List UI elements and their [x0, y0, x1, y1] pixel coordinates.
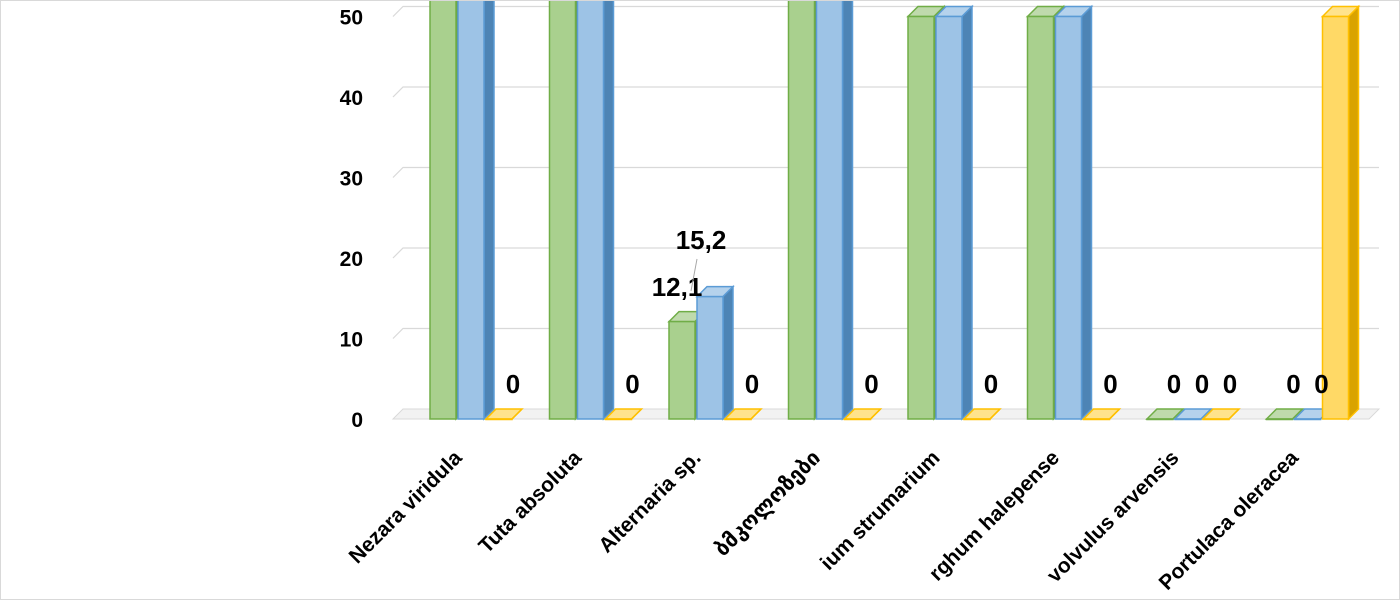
bar-1-1	[576, 0, 615, 421]
category-label: Nezara viridula	[345, 446, 467, 568]
gridline	[392, 166, 1379, 178]
bar-4-2	[962, 408, 1002, 421]
bar-6-1	[1173, 408, 1213, 421]
category-label: Alternaria sp.	[594, 446, 705, 557]
bar-0-2	[484, 408, 524, 421]
data-labels: 0 012,115,20 0 0 0 0 0 0 0 0	[506, 225, 1329, 399]
bar-7-0	[1264, 408, 1305, 421]
category-label: ium strumarium	[816, 446, 944, 574]
data-label: 0	[506, 369, 520, 399]
data-label: 0	[1195, 369, 1209, 399]
gridlines	[391, 5, 1381, 420]
data-label: 0	[1103, 369, 1117, 399]
y-tick-label: 40	[340, 87, 363, 110]
bar-3-2	[842, 408, 883, 421]
bar-5-1	[1053, 4, 1094, 421]
bar-4-1	[934, 4, 974, 421]
bar-7-2	[1320, 4, 1361, 421]
bar-2-2	[723, 408, 763, 421]
gridline	[392, 327, 1379, 339]
y-tick-label: 30	[340, 168, 363, 191]
data-label: 12,1	[652, 272, 703, 302]
leader-line	[690, 258, 698, 292]
bar-0-1	[457, 0, 495, 421]
data-label: 0	[625, 369, 639, 399]
data-label: 0	[1223, 369, 1237, 399]
y-axis-tick-labels: 0 10 20 30 40 50	[340, 7, 363, 433]
bar-5-2	[1081, 408, 1122, 421]
bar-3-1	[815, 0, 854, 421]
y-tick-label: 50	[340, 7, 363, 30]
y-tick-label: 0	[351, 409, 363, 432]
data-label: 0	[984, 369, 998, 399]
data-label: 15,2	[676, 225, 727, 255]
category-labels: Nezara viridula Tuta absoluta Alternaria s…	[345, 446, 1304, 595]
y-tick-label: 10	[340, 329, 363, 352]
category-label: Tuta absoluta	[474, 446, 586, 558]
data-label: 0	[745, 369, 759, 399]
gridline	[392, 5, 1379, 17]
data-label: 0	[1314, 369, 1328, 399]
category-label: rghum halepense	[925, 446, 1064, 585]
bar-2-1	[695, 284, 735, 421]
y-tick-label: 20	[340, 248, 363, 271]
data-label: 0	[1286, 369, 1300, 399]
gridline	[392, 86, 1379, 98]
bar-1-2	[603, 408, 644, 421]
bars	[429, 0, 1361, 421]
gridline	[392, 247, 1379, 259]
category-label: volvulus arvensis	[1043, 446, 1184, 587]
bar-6-2	[1201, 408, 1241, 421]
data-label: 0	[1167, 369, 1181, 399]
data-label: 0	[864, 369, 878, 399]
category-label: ბმკოლოზები	[710, 446, 825, 561]
bar-6-0	[1145, 408, 1185, 421]
